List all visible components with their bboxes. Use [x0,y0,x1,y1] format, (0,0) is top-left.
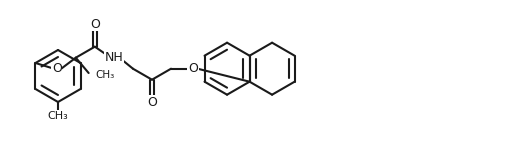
Text: O: O [188,62,198,75]
Text: O: O [90,18,100,31]
Text: CH₃: CH₃ [48,111,68,121]
Text: O: O [147,96,157,109]
Text: O: O [52,62,62,75]
Text: NH: NH [105,51,123,64]
Text: CH₃: CH₃ [96,70,115,80]
